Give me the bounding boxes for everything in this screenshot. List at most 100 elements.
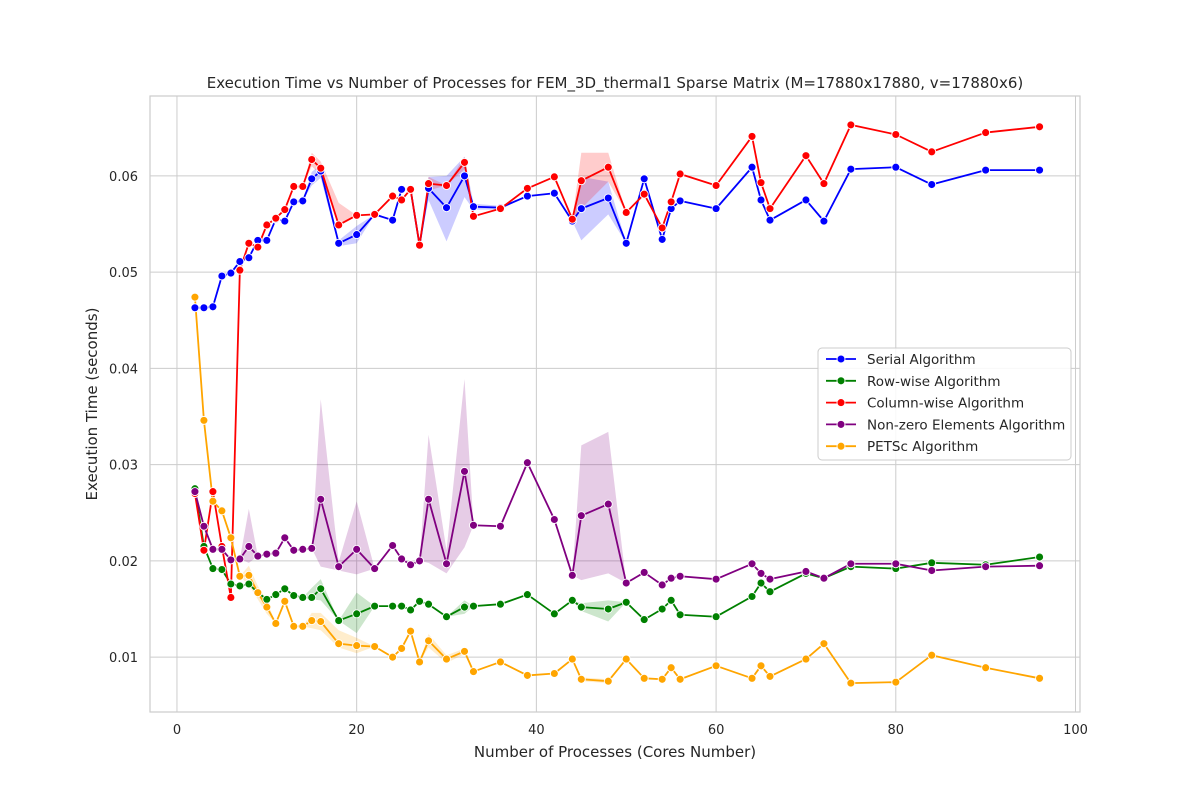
data-point	[891, 559, 901, 569]
data-point	[603, 499, 613, 509]
data-point	[316, 163, 326, 173]
data-point	[334, 639, 344, 649]
data-point	[639, 567, 649, 577]
data-point	[1035, 122, 1045, 132]
data-point	[469, 202, 478, 212]
series-confidence-band	[194, 488, 1040, 634]
legend-marker-swatch	[836, 419, 846, 429]
data-point	[352, 210, 362, 220]
data-point	[495, 657, 505, 667]
data-point	[415, 240, 425, 250]
data-point	[262, 220, 272, 230]
legend-label: Serial Algorithm	[867, 352, 976, 368]
data-point	[639, 673, 649, 683]
data-point	[244, 579, 254, 589]
y-tick-label: 0.03	[109, 459, 138, 474]
data-point	[244, 238, 254, 248]
data-point	[352, 544, 362, 554]
data-point	[657, 223, 667, 233]
data-point	[927, 558, 937, 568]
data-point	[765, 671, 775, 681]
data-point	[549, 172, 559, 182]
data-point	[747, 559, 757, 569]
data-point	[397, 195, 407, 205]
data-point	[307, 155, 317, 164]
data-point	[424, 494, 434, 504]
data-point	[370, 564, 380, 574]
data-point	[981, 663, 991, 673]
data-point	[235, 257, 245, 266]
data-point	[657, 604, 667, 614]
data-point	[442, 181, 451, 190]
data-point	[298, 621, 308, 631]
data-point	[280, 216, 290, 226]
legend-entry: Non-zero Elements Algorithm	[826, 417, 1065, 433]
data-point	[280, 205, 290, 215]
data-point	[424, 636, 434, 646]
data-point	[675, 571, 685, 581]
x-tick-label: 80	[888, 723, 905, 738]
data-point	[639, 189, 649, 199]
data-point	[397, 184, 407, 194]
legend-entry: Serial Algorithm	[826, 352, 976, 368]
data-point	[576, 602, 586, 612]
data-point	[603, 193, 613, 203]
data-point	[711, 181, 721, 190]
data-point	[891, 677, 901, 687]
data-point	[226, 555, 236, 565]
data-point	[460, 602, 469, 612]
data-point	[352, 230, 362, 240]
y-axis-label: Execution Time (seconds)	[83, 308, 101, 501]
data-point	[1035, 673, 1045, 683]
legend-box	[817, 347, 1072, 461]
data-point	[271, 619, 281, 628]
data-point	[190, 487, 200, 497]
data-point	[442, 559, 451, 569]
data-point	[639, 174, 649, 184]
data-point	[981, 562, 991, 572]
data-point	[226, 579, 236, 589]
data-point	[981, 128, 991, 138]
data-point	[307, 174, 317, 184]
data-point	[927, 566, 937, 575]
data-point	[334, 238, 344, 248]
data-point	[675, 674, 685, 684]
data-point	[271, 213, 281, 223]
data-point	[576, 176, 586, 186]
data-point	[469, 211, 478, 221]
data-point	[262, 594, 272, 604]
data-point	[567, 595, 577, 605]
data-point	[253, 588, 263, 598]
data-point	[334, 616, 344, 626]
data-point	[621, 654, 631, 664]
legend-label: Row-wise Algorithm	[867, 374, 1000, 390]
x-axis-label: Number of Processes (Cores Number)	[474, 743, 756, 761]
data-point	[217, 565, 227, 574]
y-tick-label: 0.04	[109, 362, 138, 377]
data-point	[226, 593, 236, 602]
data-point	[460, 646, 469, 656]
data-point	[415, 596, 425, 606]
data-point	[235, 265, 245, 275]
legend-label: Column-wise Algorithm	[867, 396, 1024, 412]
data-point	[217, 544, 227, 554]
data-point	[388, 215, 398, 225]
x-tick-label: 20	[348, 723, 365, 738]
data-point	[388, 601, 398, 611]
data-point	[747, 162, 757, 172]
data-point	[819, 573, 829, 583]
data-point	[621, 208, 631, 217]
data-point	[262, 602, 272, 612]
data-point	[289, 197, 299, 207]
data-point	[819, 216, 829, 226]
data-point	[190, 303, 200, 313]
data-point	[460, 171, 469, 181]
data-point	[460, 466, 469, 476]
data-point	[1035, 165, 1045, 175]
data-point	[289, 545, 299, 555]
data-point	[846, 120, 856, 130]
data-point	[747, 131, 757, 141]
data-point	[469, 520, 478, 530]
legend-label: Non-zero Elements Algorithm	[867, 417, 1065, 433]
legend-entry: Row-wise Algorithm	[826, 374, 1000, 390]
